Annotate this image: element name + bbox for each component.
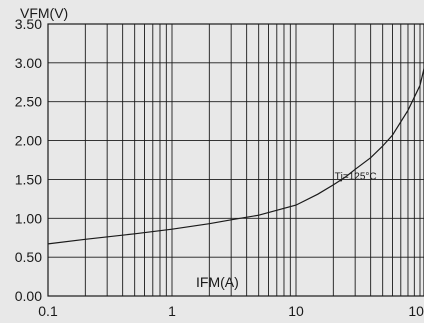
x-tick-label: 100 xyxy=(408,303,424,319)
plot-frame xyxy=(47,23,424,297)
y-tick-label: 2.50 xyxy=(15,94,42,110)
x-tick-label: 1 xyxy=(168,303,176,319)
y-tick-label: 2.00 xyxy=(15,133,42,149)
y-tick-label: 0.00 xyxy=(15,288,42,304)
y-tick-labels: 0.00 0.50 1.00 1.50 2.00 2.50 3.00 3.50 xyxy=(15,16,42,304)
y-tick-label: 1.50 xyxy=(15,171,42,187)
x-tick-label: 10 xyxy=(288,303,304,319)
y-tick-label: 1.00 xyxy=(15,210,42,226)
x-tick-labels: 0.1 1 10 100 xyxy=(38,303,424,319)
y-axis-label: VFM(V) xyxy=(20,5,68,21)
series-line-tj125 xyxy=(47,65,424,245)
y-tick-label: 3.00 xyxy=(15,55,42,71)
x-axis-label: IFM(A) xyxy=(196,274,239,290)
y-tick-label: 0.50 xyxy=(15,249,42,265)
x-tick-label: 0.1 xyxy=(38,303,58,319)
y-tick-label: 3.50 xyxy=(15,16,42,32)
grid xyxy=(47,23,424,297)
series-annotation: Tj=125°C xyxy=(335,172,377,183)
